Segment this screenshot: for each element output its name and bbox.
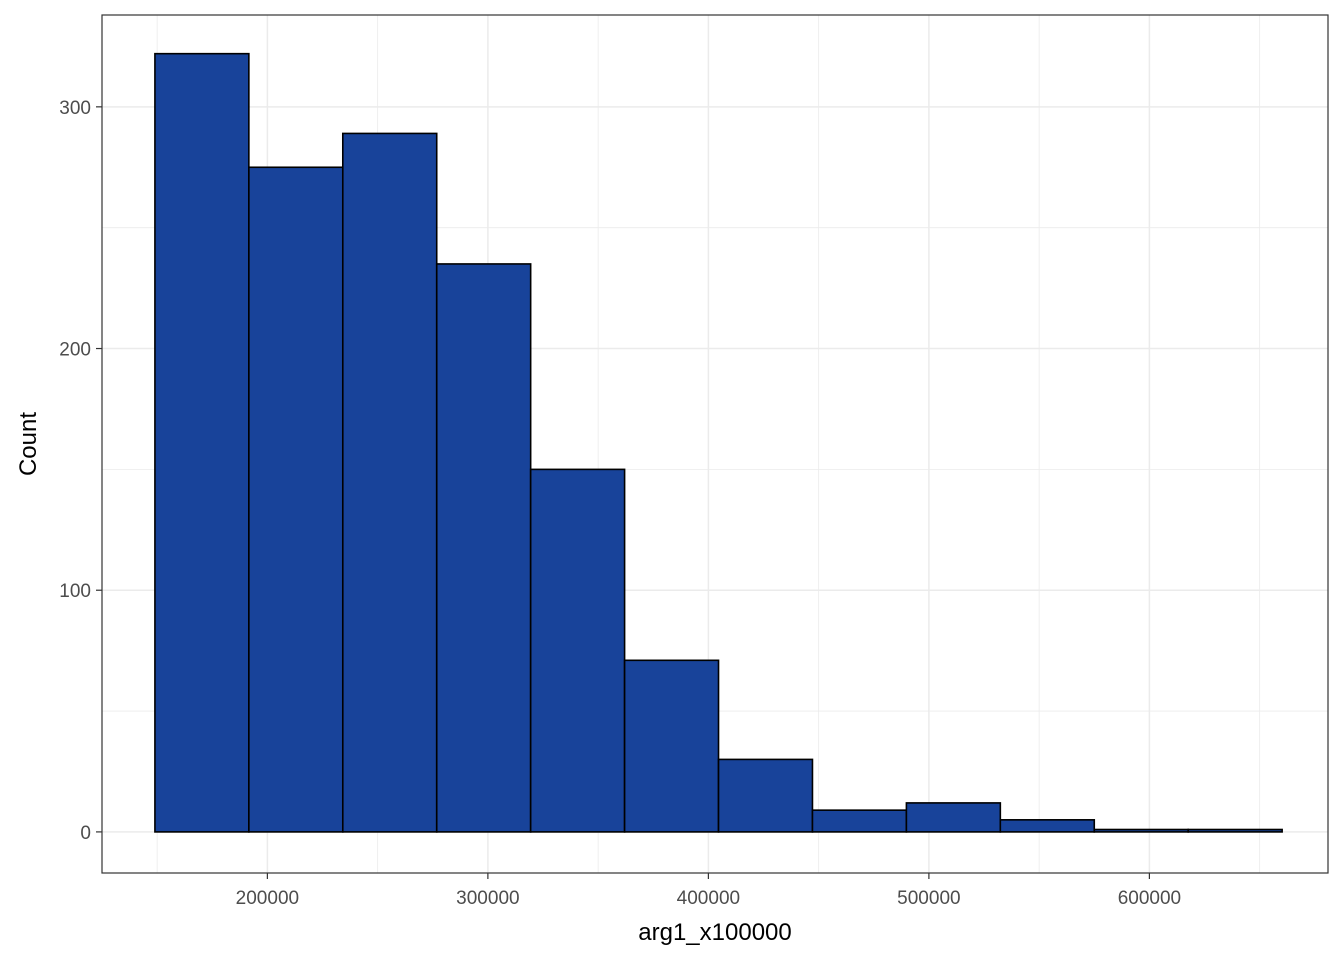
histogram-bar [529,468,626,833]
x-tick-label: 500000 [897,888,960,909]
y-tick-label: 100 [59,581,91,602]
y-tick-label: 300 [59,98,91,119]
histogram-bar [1093,828,1190,833]
x-tick-label: 400000 [677,888,740,909]
x-tick-label: 300000 [456,888,519,909]
y-tick-label: 0 [80,823,91,844]
x-axis-ticks: 200000 300000 400000 500000 600000 [236,873,1181,909]
histogram-bars [154,52,1283,833]
histogram-bar [435,263,532,833]
y-tick-label: 200 [59,340,91,361]
histogram-bar [999,819,1096,833]
y-axis-title: Count [15,412,42,476]
histogram-bar [717,758,814,833]
histogram-bar [248,166,344,833]
panel-border [101,14,1329,874]
x-tick-label: 200000 [236,888,299,909]
histogram-bar [811,809,908,833]
histogram-bar [341,132,438,833]
histogram-bar [154,52,250,833]
x-tick-label: 600000 [1118,888,1181,909]
histogram-bar [623,659,720,833]
y-axis-ticks: 0 100 200 300 [59,98,102,844]
histogram-bar [1187,828,1283,833]
x-axis-title: arg1_x100000 [638,919,791,946]
histogram-bar [905,802,1002,833]
